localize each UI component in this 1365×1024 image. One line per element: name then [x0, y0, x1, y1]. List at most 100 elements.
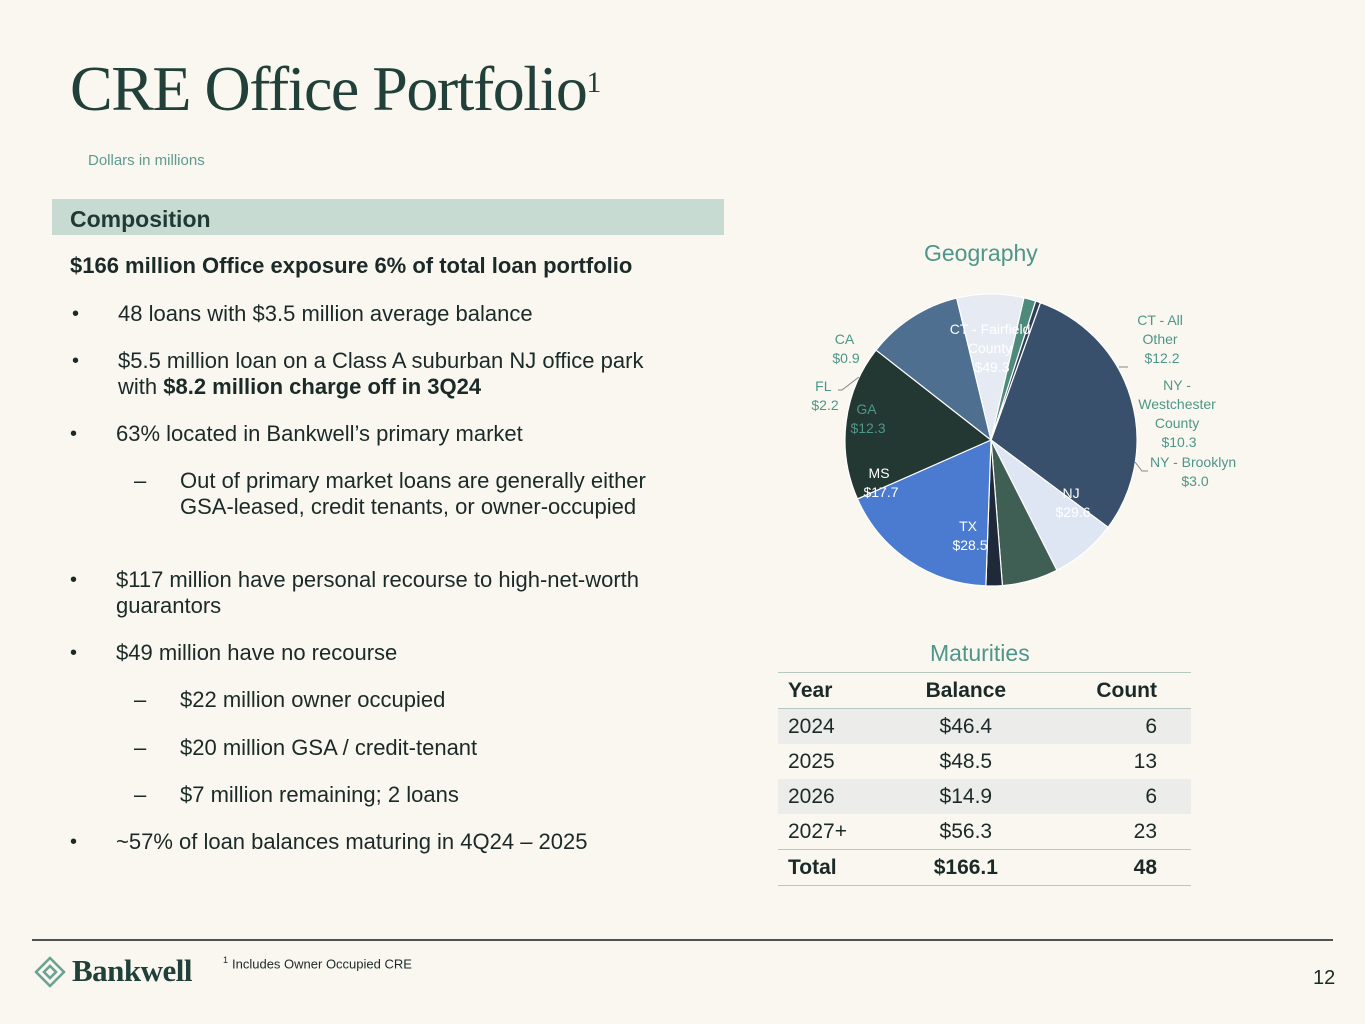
bullet-item: • $5.5 million loan on a Class A suburba… — [72, 348, 658, 400]
units-subtitle: Dollars in millions — [88, 152, 205, 169]
cell-balance: $56.3 — [939, 819, 993, 843]
sub-bullet-text: $20 million GSA / credit-tenant — [180, 735, 478, 760]
cell-year: 2027+ — [788, 819, 847, 843]
bullet-text: $117 million have personal recourse to h… — [116, 567, 639, 618]
table-total-row: Total $166.1 48 — [778, 849, 1191, 886]
label-line: CT - All — [1137, 312, 1183, 328]
composition-header-bar: Composition — [52, 199, 724, 235]
sub-bullet-text: Out of primary market loans are generall… — [180, 468, 646, 519]
label-value: $2.2 — [811, 397, 838, 413]
label-value: $29.6 — [1055, 504, 1090, 520]
cell-total-count: 48 — [1038, 849, 1191, 886]
bullet-text: ~57% of loan balances maturing in 4Q24 –… — [116, 829, 588, 854]
pie-label-tx: TX $28.5 — [952, 518, 987, 553]
sub-bullet-item: – $20 million GSA / credit-tenant — [134, 735, 660, 761]
cell-total-label: Total — [778, 849, 893, 886]
column-header-balance: Balance — [892, 672, 1039, 709]
bullet-glyph: • — [72, 303, 80, 325]
bullet-item: • 63% located in Bankwell’s primary mark… — [70, 421, 676, 447]
sub-bullet-text: $7 million remaining; 2 loans — [180, 782, 459, 807]
bullet-glyph: • — [72, 350, 80, 372]
composition-headline: $166 million Office exposure 6% of total… — [70, 253, 633, 278]
page-number: 12 — [1313, 967, 1336, 989]
pie-slice-ct-fairfield-county — [990, 301, 1138, 529]
pie-label-ca: CA $0.9 — [832, 331, 859, 366]
label-line: CA — [835, 331, 855, 347]
maturities-table: Year Balance Count 2024 $46.4 6 2025 $48… — [778, 672, 1191, 886]
bullet-item: • ~57% of loan balances maturing in 4Q24… — [70, 829, 676, 855]
label-value: $0.9 — [832, 350, 859, 366]
bullet-emphasis: $8.2 million charge off in 3Q24 — [163, 374, 482, 399]
pie-label-ct-fairfield: CT - Fairfield County $49.3 — [950, 321, 1035, 375]
page-title: CRE Office Portfolio1 — [70, 52, 601, 126]
cell-count: 6 — [1038, 779, 1191, 814]
cell-balance: $48.5 — [939, 749, 993, 773]
cell-count: 13 — [1133, 749, 1157, 773]
pie-slice-nj — [856, 439, 992, 587]
footnote-mark: 1 — [223, 955, 229, 965]
pie-label-ct-other: CT - All Other $12.2 — [1137, 312, 1187, 366]
label-line: MS — [869, 465, 890, 481]
cell-balance: $46.4 — [892, 708, 1039, 744]
sub-bullet-item: – $22 million owner occupied — [134, 687, 660, 713]
bankwell-logo-icon — [34, 956, 66, 988]
bullet-glyph: • — [70, 831, 78, 853]
label-value: $12.3 — [850, 420, 885, 436]
cell-year: 2024 — [778, 708, 893, 744]
table-row: 2025 $48.5 13 — [778, 744, 1191, 779]
dash-glyph: – — [134, 735, 147, 760]
bullet-text: 48 loans with $3.5 million average balan… — [118, 301, 533, 326]
geography-chart-title: Geography — [924, 240, 1038, 266]
geography-pie-chart: CT - Fairfield County $49.3 CT - All Oth… — [811, 293, 1236, 587]
bullet-item: • $49 million have no recourse — [70, 640, 676, 666]
pie-label-ny-westchester: NY - Westchester County $10.3 — [1138, 377, 1219, 450]
bankwell-logo-text: Bankwell — [72, 953, 193, 988]
label-value: $12.2 — [1144, 350, 1179, 366]
page-title-text: CRE Office Portfolio — [70, 53, 588, 124]
footnote: 1 Includes Owner Occupied CRE — [223, 955, 412, 971]
label-line: County — [1155, 415, 1199, 431]
column-header-count: Count — [1038, 672, 1191, 709]
bullet-glyph: • — [70, 569, 78, 591]
pie-label-nj: NJ $29.6 — [1055, 485, 1090, 520]
pie-slice-ca — [990, 300, 1042, 441]
bullet-item: • 48 loans with $3.5 million average bal… — [72, 301, 678, 327]
table-header-row: Year Balance Count — [778, 672, 1191, 709]
label-line: NY - — [1163, 377, 1191, 393]
label-line: TX — [959, 518, 978, 534]
cell-count: 6 — [1038, 708, 1191, 744]
ny-brooklyn-leader-line — [1134, 461, 1148, 472]
title-footnote-mark: 1 — [586, 66, 602, 99]
column-header-year: Year — [778, 672, 893, 709]
bullet-item: • $117 million have personal recourse to… — [70, 567, 646, 619]
cell-balance: $14.9 — [892, 779, 1039, 814]
maturities-title: Maturities — [930, 640, 1030, 666]
table-row: 2026 $14.9 6 — [778, 779, 1191, 814]
bullet-glyph: • — [70, 423, 78, 445]
label-line: Westchester — [1138, 396, 1216, 412]
fl-leader-line — [838, 376, 860, 391]
sub-bullet-text: $22 million owner occupied — [180, 687, 446, 712]
pie-label-ga: GA $12.3 — [850, 401, 885, 436]
label-value: $17.7 — [863, 484, 898, 500]
pie-label-ms: MS $17.7 — [863, 465, 898, 500]
label-line: NY - Brooklyn — [1150, 454, 1236, 470]
label-line: GA — [856, 401, 877, 417]
footnote-text: Includes Owner Occupied CRE — [232, 956, 412, 972]
bullet-glyph: • — [70, 642, 78, 664]
table-row: 2027+ $56.3 23 — [778, 814, 1191, 850]
sub-bullet-item: – $7 million remaining; 2 loans — [134, 782, 660, 808]
dash-glyph: – — [134, 687, 147, 712]
label-value: $3.0 — [1181, 473, 1208, 489]
pie-slice-ms — [875, 297, 992, 442]
label-line: Other — [1143, 331, 1178, 347]
table-row: 2024 $46.4 6 — [778, 708, 1191, 744]
label-line: CT - Fairfield — [950, 321, 1031, 337]
label-value: $49.3 — [974, 359, 1009, 375]
bullet-text: $49 million have no recourse — [116, 640, 398, 665]
label-value: $10.3 — [1161, 434, 1196, 450]
bullet-text: 63% located in Bankwell’s primary market — [116, 421, 523, 446]
cell-year: 2025 — [788, 749, 835, 773]
sub-bullet-item: – Out of primary market loans are genera… — [134, 468, 660, 520]
label-value: $28.5 — [952, 537, 987, 553]
